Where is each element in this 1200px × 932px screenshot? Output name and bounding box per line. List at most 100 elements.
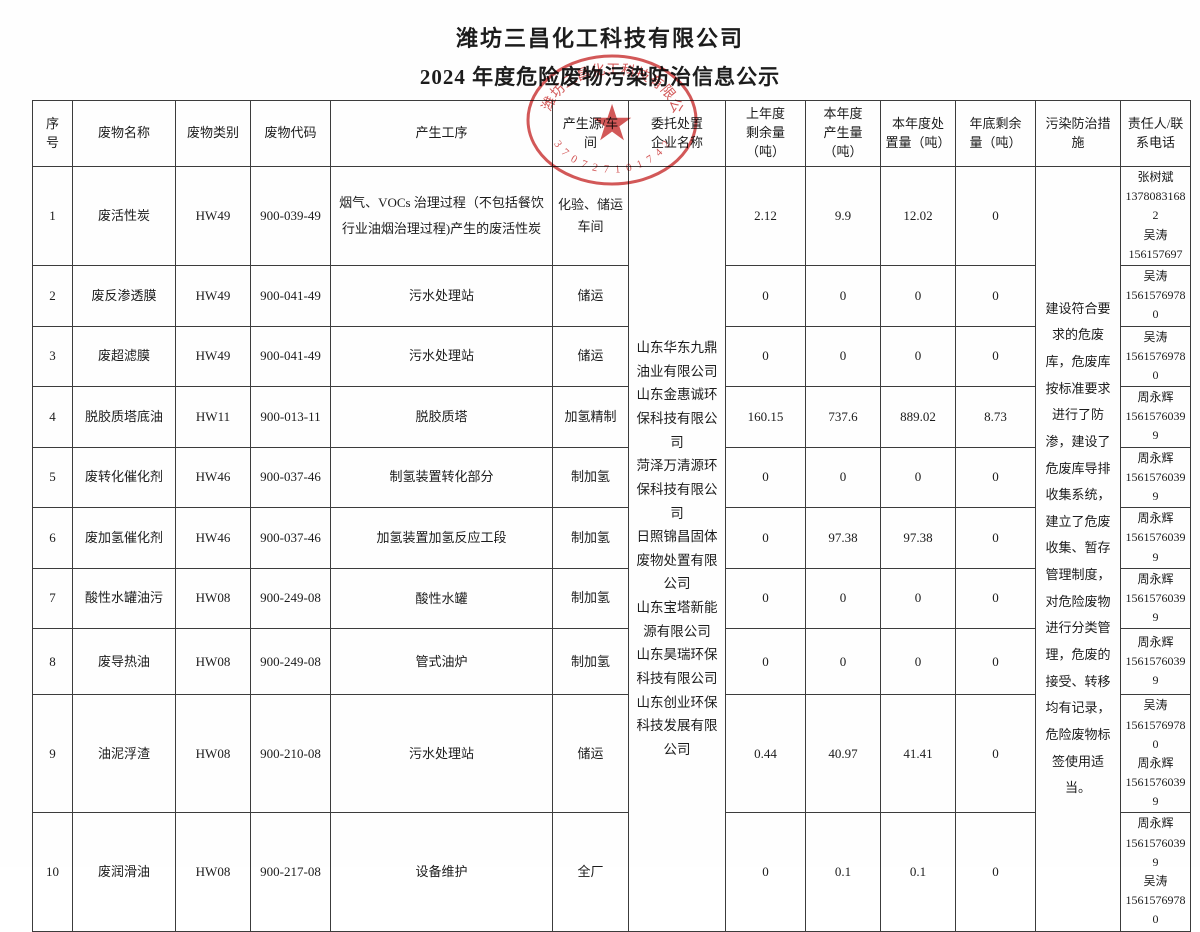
cell-prev-year-remain: 0: [725, 507, 806, 569]
cell-year-end-remain: 0: [955, 166, 1036, 266]
cell-prev-year-remain: 0: [725, 446, 806, 509]
table-row: 2 废反渗透膜 HW49 900-041-49 污水处理站 储运 0 0 0 0 吴涛 1561576…: [32, 264, 1191, 327]
table-row: 4 脱胶质塔底油 HW11 900-013-11 脱胶质塔 加氢精制 160.15 737.6…: [32, 386, 1191, 448]
cell-waste-name: 脱胶质塔底油: [72, 386, 176, 448]
cell-waste-code: 900-249-08: [250, 628, 331, 696]
cell-contact: 周永辉 15615760399: [1120, 567, 1191, 630]
contact-name: 吴涛: [1143, 698, 1168, 713]
cell-process: 设备维护: [330, 812, 553, 932]
cell-year-end-remain: 0: [955, 507, 1036, 569]
cell-serial-no: 5: [32, 446, 73, 509]
cell-prev-year-remain: 0: [725, 325, 806, 388]
cell-year-disposed: 0.1: [880, 812, 956, 932]
company-title: 潍坊三昌化工科技有限公司: [455, 26, 744, 51]
table-row: 7 酸性水罐油污 HW08 900-249-08 酸性水罐 制加氢 0 0 0 0 周永辉 15615…: [32, 567, 1191, 630]
table-row: 3 废超滤膜 HW49 900-041-49 污水处理站 储运 0 0 0 0 吴涛 15615769…: [32, 325, 1191, 388]
contact-phone: 15615760399: [1125, 775, 1186, 809]
cell-contact: 吴涛 15615769780: [1120, 264, 1191, 327]
header-waste-code: 废物代码: [250, 100, 331, 167]
header-disposal-company: 委托处置 企业名称: [628, 100, 726, 167]
cell-year-disposed: 0: [880, 446, 956, 509]
contact-name: 周永辉: [1137, 450, 1174, 465]
table-header-row: 序 号 废物名称 废物类别 废物代码 产生工序 产生源/车 间 委托处置 企业名…: [32, 100, 1191, 167]
cell-serial-no: 7: [32, 567, 73, 630]
cell-source-workshop: 加氢精制: [552, 386, 629, 448]
cell-year-disposed: 0: [880, 628, 956, 696]
cell-process: 烟气、VOCs 治理过程（不包括餐饮行业油烟治理过程)产生的废活性炭: [330, 166, 553, 266]
contact-phone: 15615769780: [1125, 893, 1186, 927]
cell-source-workshop: 储运: [552, 325, 629, 388]
cell-year-disposed: 41.41: [880, 694, 956, 814]
cell-serial-no: 10: [32, 812, 73, 932]
cell-waste-name: 废转化催化剂: [72, 446, 176, 509]
contact-phone: 15615760399: [1125, 654, 1186, 688]
cell-waste-category: HW08: [175, 812, 251, 932]
cell-serial-no: 1: [32, 166, 73, 266]
cell-year-disposed: 0: [880, 325, 956, 388]
contact-name: 吴涛: [1143, 874, 1168, 888]
contact-name: 周永辉: [1137, 755, 1174, 770]
cell-waste-code: 900-039-49: [250, 166, 331, 266]
cell-prev-year-remain: 0: [725, 812, 806, 932]
cell-contact: 周永辉 15615760399: [1120, 386, 1191, 448]
cell-source-workshop: 化验、储运车间: [552, 166, 629, 266]
cell-process: 加氢装置加氢反应工段: [330, 507, 553, 569]
cell-waste-name: 废导热油: [72, 628, 176, 696]
contact-phone: 15615760399: [1125, 409, 1186, 443]
cell-year-disposed: 889.02: [880, 386, 956, 448]
header-year-end-remain: 年底剩余 量（吨）: [955, 100, 1036, 167]
cell-waste-code: 900-041-49: [250, 325, 331, 388]
cell-waste-name: 废加氢催化剂: [72, 507, 176, 569]
cell-serial-no: 6: [32, 507, 73, 569]
cell-contact: 周永辉 15615760399: [1120, 446, 1191, 509]
contact-phone: 15615760399: [1125, 835, 1186, 869]
disposal-company-name: 山东金惠诚环保科技有限公司: [636, 387, 718, 450]
cell-year-end-remain: 0: [955, 264, 1036, 327]
cell-year-produced: 0: [805, 446, 881, 509]
cell-waste-category: HW46: [175, 507, 251, 569]
header-waste-category: 废物类别: [175, 100, 251, 167]
cell-waste-name: 废润滑油: [72, 812, 176, 932]
cell-waste-code: 900-210-08: [250, 694, 331, 814]
table-row: 10 废润滑油 HW08 900-217-08 设备维护 全厂 0 0.1 0.1 0 周永辉 156…: [32, 812, 1191, 932]
cell-process: 污水处理站: [330, 264, 553, 327]
cell-year-produced: 0: [805, 628, 881, 696]
contact-phone: 13780831682: [1125, 189, 1186, 223]
cell-serial-no: 2: [32, 264, 73, 327]
contact-name: 周永辉: [1137, 511, 1174, 526]
cell-year-end-remain: 8.73: [955, 386, 1036, 448]
cell-waste-name: 废活性炭: [72, 166, 176, 266]
cell-year-end-remain: 0: [955, 812, 1036, 932]
cell-year-end-remain: 0: [955, 446, 1036, 509]
cell-waste-category: HW46: [175, 446, 251, 509]
cell-waste-category: HW08: [175, 694, 251, 814]
table-row: 9 油泥浮渣 HW08 900-210-08 污水处理站 储运 0.44 40.97 41.41…: [32, 694, 1191, 814]
cell-process: 污水处理站: [330, 694, 553, 814]
cell-waste-code: 900-217-08: [250, 812, 331, 932]
header-waste-name: 废物名称: [72, 100, 176, 167]
cell-prev-year-remain: 160.15: [725, 386, 806, 448]
cell-year-end-remain: 0: [955, 325, 1036, 388]
cell-waste-code: 900-249-08: [250, 567, 331, 630]
disposal-company-name: 日照锦昌固体废物处置有限公司: [636, 529, 718, 592]
table-row: 5 废转化催化剂 HW46 900-037-46 制氢装置转化部分 制加氢 0 0 0 0 周永辉 1…: [32, 446, 1191, 509]
contact-name: 周永辉: [1137, 635, 1174, 650]
contact-phone: 15615760399: [1125, 590, 1186, 625]
contact-name: 周永辉: [1137, 571, 1174, 586]
cell-year-produced: 97.38: [805, 507, 881, 569]
contact-name: 吴涛: [1143, 227, 1168, 242]
cell-process: 酸性水罐: [330, 567, 553, 630]
cell-contact: 张树斌 13780831682 吴涛 156157697: [1120, 166, 1191, 266]
contact-name: 吴涛: [1143, 329, 1168, 344]
cell-prevention-measures: 建设符合要求的危废库，危废库按标准要求进行了防渗，建设了危废库导排收集系统，建立…: [1035, 166, 1121, 932]
header-source-workshop: 产生源/车 间: [552, 100, 629, 167]
cell-process: 管式油炉: [330, 628, 553, 696]
cell-waste-category: HW08: [175, 628, 251, 696]
disposal-company-name: 山东华东九鼎油业有限公司: [636, 340, 718, 379]
contact-phone: 15615760399: [1125, 530, 1186, 564]
table-row: 8 废导热油 HW08 900-249-08 管式油炉 制加氢 0 0 0 0 周永辉 1561576…: [32, 628, 1191, 696]
cell-source-workshop: 储运: [552, 694, 629, 814]
cell-source-workshop: 储运: [552, 264, 629, 327]
cell-process: 脱胶质塔: [330, 386, 553, 448]
cell-year-disposed: 0: [880, 264, 956, 327]
